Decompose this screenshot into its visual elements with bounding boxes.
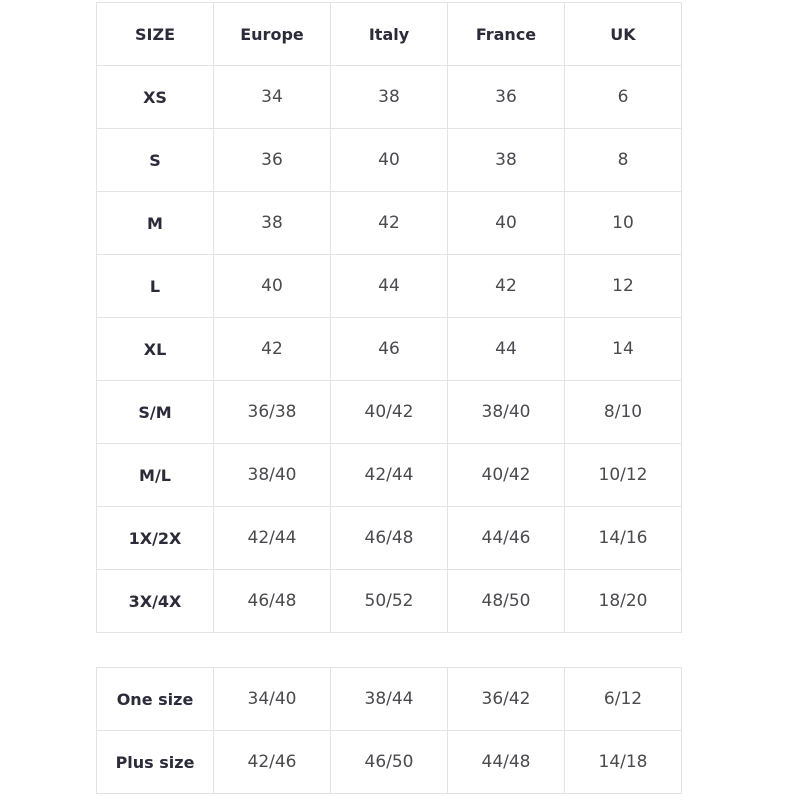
size-label-cell: L <box>96 254 214 318</box>
table-cell: 8/10 <box>564 380 682 444</box>
table-cell: 42/46 <box>213 730 331 794</box>
table-cell: 40 <box>330 128 448 192</box>
table-cell: 44 <box>330 254 448 318</box>
table-cell: 36 <box>213 128 331 192</box>
size-label-cell: 3X/4X <box>96 569 214 633</box>
size-label-cell: One size <box>96 667 214 731</box>
table-cell: 46/48 <box>213 569 331 633</box>
table-row: M/L 38/40 42/44 40/42 10/12 <box>96 443 682 507</box>
table-cell: 50/52 <box>330 569 448 633</box>
table-row: S 36 40 38 8 <box>96 128 682 192</box>
table-cell: 38/40 <box>213 443 331 507</box>
table-cell: 40/42 <box>330 380 448 444</box>
column-header: UK <box>564 2 682 66</box>
table-cell: 6/12 <box>564 667 682 731</box>
size-label-cell: Plus size <box>96 730 214 794</box>
size-label-cell: 1X/2X <box>96 506 214 570</box>
table-cell: 44 <box>447 317 565 381</box>
table-cell: 42 <box>447 254 565 318</box>
header-row: SIZE Europe Italy France UK <box>96 2 682 66</box>
table-cell: 46 <box>330 317 448 381</box>
size-label-cell: S <box>96 128 214 192</box>
table-cell: 38 <box>330 65 448 129</box>
table-row: Plus size 42/46 46/50 44/48 14/18 <box>96 730 682 794</box>
table-cell: 6 <box>564 65 682 129</box>
special-size-table: One size 34/40 38/44 36/42 6/12 Plus size 42/4… <box>96 667 682 794</box>
table-cell: 10 <box>564 191 682 255</box>
table-row: M 38 42 40 10 <box>96 191 682 255</box>
size-conversion-table: SIZE Europe Italy France UK XS 34 38 36 6 S 36 40 38 8… <box>96 2 682 633</box>
table-cell: 12 <box>564 254 682 318</box>
size-label-cell: XL <box>96 317 214 381</box>
table-row: S/M 36/38 40/42 38/40 8/10 <box>96 380 682 444</box>
table-cell: 40 <box>447 191 565 255</box>
table-cell: 40 <box>213 254 331 318</box>
table-cell: 8 <box>564 128 682 192</box>
table-row: L 40 44 42 12 <box>96 254 682 318</box>
table-cell: 36/38 <box>213 380 331 444</box>
table-row: One size 34/40 38/44 36/42 6/12 <box>96 667 682 731</box>
column-header: Europe <box>213 2 331 66</box>
table-cell: 14/18 <box>564 730 682 794</box>
table-cell: 42/44 <box>330 443 448 507</box>
table-cell: 34/40 <box>213 667 331 731</box>
table-cell: 48/50 <box>447 569 565 633</box>
table-cell: 38 <box>447 128 565 192</box>
table-cell: 44/48 <box>447 730 565 794</box>
column-header: Italy <box>330 2 448 66</box>
table-cell: 18/20 <box>564 569 682 633</box>
table-row: XS 34 38 36 6 <box>96 65 682 129</box>
table-cell: 46/50 <box>330 730 448 794</box>
table-cell: 38/44 <box>330 667 448 731</box>
table-cell: 14 <box>564 317 682 381</box>
column-header: France <box>447 2 565 66</box>
table-cell: 42 <box>213 317 331 381</box>
table-cell: 42 <box>330 191 448 255</box>
size-label-cell: S/M <box>96 380 214 444</box>
table-cell: 38 <box>213 191 331 255</box>
size-label-cell: M <box>96 191 214 255</box>
size-label-cell: M/L <box>96 443 214 507</box>
table-cell: 40/42 <box>447 443 565 507</box>
size-label-cell: XS <box>96 65 214 129</box>
table-cell: 14/16 <box>564 506 682 570</box>
table-cell: 42/44 <box>213 506 331 570</box>
table-cell: 44/46 <box>447 506 565 570</box>
table-cell: 36 <box>447 65 565 129</box>
table-cell: 38/40 <box>447 380 565 444</box>
table-row: 1X/2X 42/44 46/48 44/46 14/16 <box>96 506 682 570</box>
table-cell: 34 <box>213 65 331 129</box>
table-row: 3X/4X 46/48 50/52 48/50 18/20 <box>96 569 682 633</box>
column-header: SIZE <box>96 2 214 66</box>
table-cell: 46/48 <box>330 506 448 570</box>
table-cell: 10/12 <box>564 443 682 507</box>
table-row: XL 42 46 44 14 <box>96 317 682 381</box>
table-cell: 36/42 <box>447 667 565 731</box>
